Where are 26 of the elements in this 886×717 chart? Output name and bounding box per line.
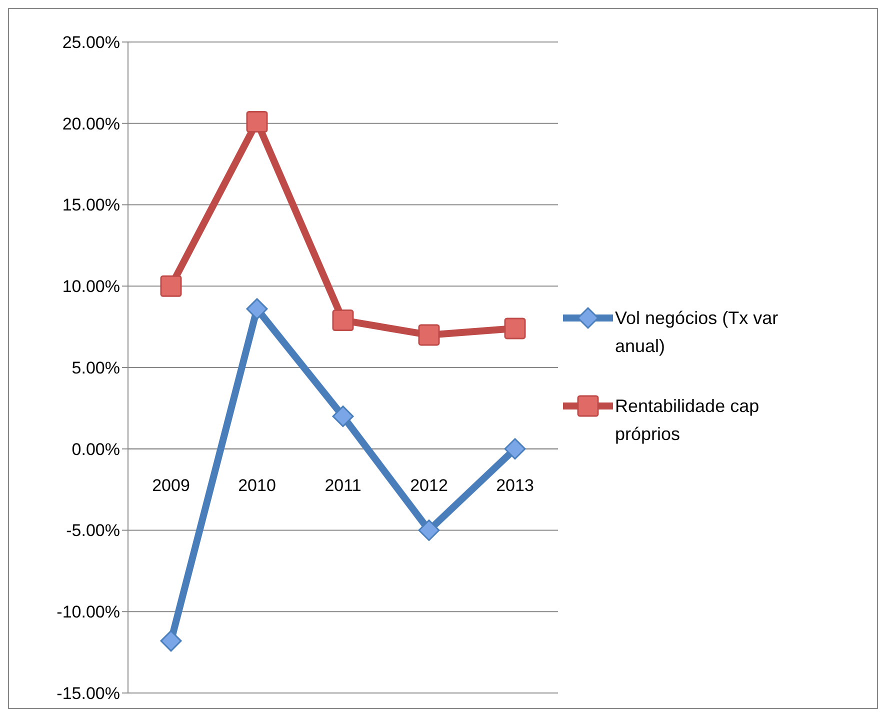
y-tick-label: -10.00% xyxy=(56,602,120,622)
point xyxy=(504,318,526,340)
y-tick-label: 10.00% xyxy=(62,277,120,296)
x-tick-label: 2012 xyxy=(410,476,448,495)
point xyxy=(418,324,440,346)
point xyxy=(246,298,268,320)
y-tick-label: 20.00% xyxy=(62,114,120,134)
point xyxy=(504,438,526,460)
y-tick-label: 25.00% xyxy=(62,32,120,52)
x-tick-label: 2009 xyxy=(152,476,190,495)
point xyxy=(246,110,268,132)
point xyxy=(160,275,182,297)
x-tick-label: 2013 xyxy=(496,476,534,495)
y-tick-label: -15.00% xyxy=(56,684,120,703)
point xyxy=(332,310,354,332)
point xyxy=(418,520,440,541)
y-tick-label: 5.00% xyxy=(72,358,120,378)
legend-label: Rentabilidade cap próprios xyxy=(615,396,760,444)
y-tick-label: -5.00% xyxy=(66,521,120,540)
y-tick-label: 15.00% xyxy=(62,196,120,215)
legend-label: Vol negócios (Tx var anual) xyxy=(615,308,778,356)
x-tick-label: 2010 xyxy=(238,476,276,495)
y-tick-label: 0.00% xyxy=(72,440,120,459)
point xyxy=(332,406,354,428)
point xyxy=(160,630,182,652)
x-tick-label: 2011 xyxy=(324,476,362,495)
